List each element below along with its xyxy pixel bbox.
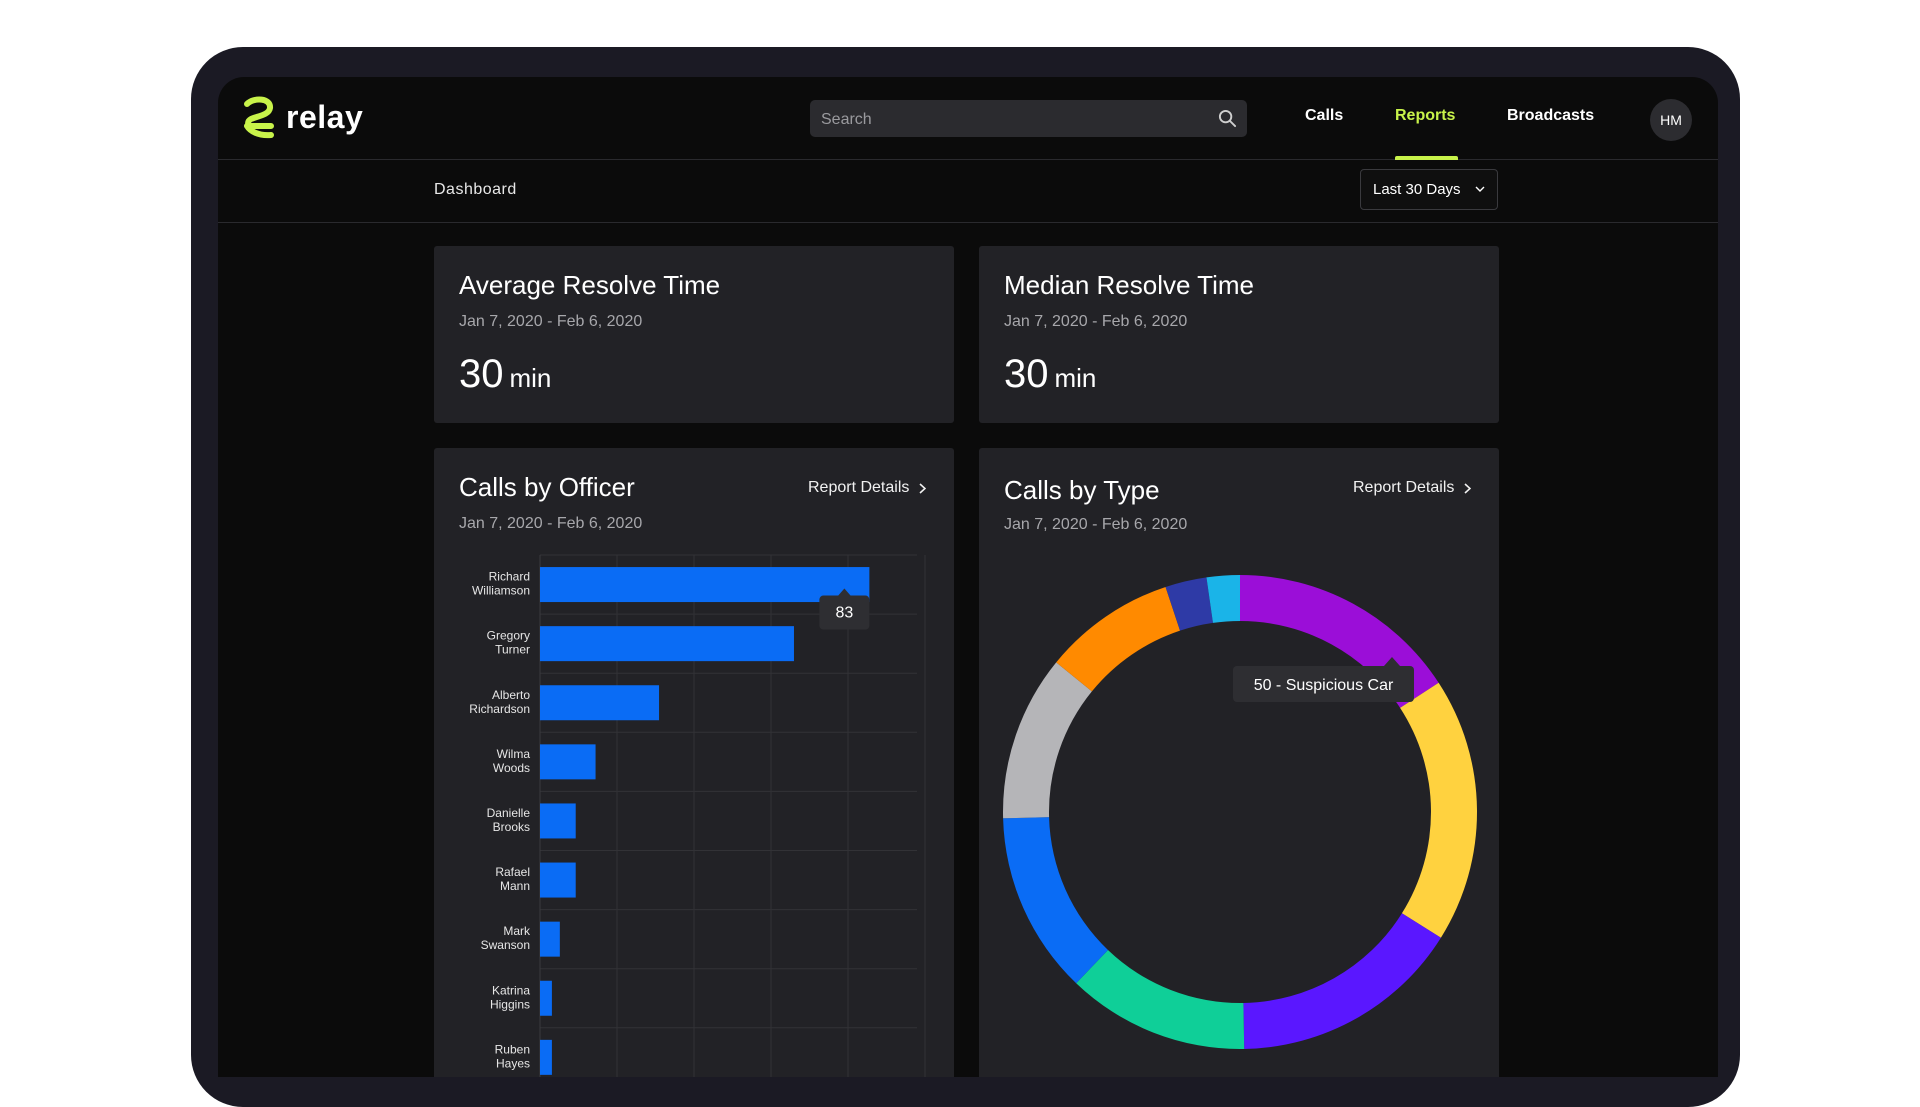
donut-slice[interactable] [1003,817,1108,984]
chevron-right-icon [919,482,927,494]
median-resolve-time-card: Median Resolve Time Jan 7, 2020 - Feb 6,… [979,246,1499,423]
metric-value: 30 min [1004,352,1096,397]
label-line: Hayes [496,1056,530,1070]
chevron-right-icon [1464,482,1472,494]
bar[interactable] [540,685,660,721]
bar[interactable] [540,1039,552,1075]
breadcrumb: Dashboard [434,181,517,198]
card-date-range: Jan 7, 2020 - Feb 6, 2020 [459,313,643,330]
card-title: Calls by Type [1004,475,1160,505]
bar[interactable] [540,862,576,898]
report-details-label: Report Details [808,479,910,496]
label-line: Ruben [495,1042,530,1056]
average-resolve-time-card: Average Resolve Time Jan 7, 2020 - Feb 6… [434,246,954,423]
donut-slice[interactable] [1076,950,1245,1049]
donut-slice[interactable] [1400,682,1477,938]
donut-slice[interactable] [1056,586,1181,692]
bar-category-label: Alberto Richardson [469,688,530,716]
tooltip-label: 50 - Suspicious Car [1254,677,1394,694]
bar[interactable] [540,744,596,780]
card-date-range: Jan 7, 2020 - Feb 6, 2020 [1004,313,1188,330]
bar-category-label: Mark Swanson [481,924,531,952]
label-line: Brooks [493,820,530,834]
label-line: Williamson [472,584,530,598]
label-line: Gregory [487,629,530,643]
bar[interactable] [540,803,576,839]
bar-category-label: Rafael Mann [495,865,530,893]
label-line: Danielle [487,806,531,820]
bar-category-label: Gregory Turner [487,629,530,657]
date-range-label: Last 30 Days [1373,181,1461,198]
label-line: Richard [489,570,530,584]
donut-slice[interactable] [1243,913,1441,1049]
metric-value: 30 min [459,352,551,397]
search-input[interactable] [810,100,1203,139]
chevron-down-icon [1475,186,1485,192]
label-line: Wilma [497,747,531,761]
label-line: Woods [493,761,530,775]
metric-number: 30 [1004,352,1049,396]
calls-by-type-card: Calls by Type Jan 7, 2020 - Feb 6, 2020 … [979,448,1499,1077]
metric-unit: min [1054,363,1097,393]
nav-reports[interactable]: Reports [1395,107,1456,124]
donut-tooltip: 50 - Suspicious Car [1233,657,1414,702]
user-avatar[interactable]: HM [1650,99,1692,141]
card-title: Median Resolve Time [1004,270,1254,300]
calls-by-type-donut-chart: 50 - Suspicious Car [1003,575,1477,1049]
bar[interactable] [540,567,870,603]
report-details-label: Report Details [1353,479,1455,496]
label-line: Turner [495,643,530,657]
label-line: Mark [503,924,531,938]
date-range-select[interactable]: Last 30 Days [1360,169,1498,210]
active-nav-indicator [1395,156,1458,160]
top-navigation: relay Calls Reports Broadcasts HM [218,77,1718,160]
bar-category-label: Wilma Woods [493,747,530,775]
tooltip-box [1233,666,1414,702]
donut-slice[interactable] [1003,662,1092,819]
label-line: Rafael [495,865,530,879]
report-details-link[interactable]: Report Details [808,479,927,497]
card-title: Average Resolve Time [459,270,721,300]
label-line: Katrina [492,983,530,997]
donut-slice[interactable] [1165,577,1213,631]
label-line: Richardson [469,702,530,716]
metric-unit: min [509,363,552,393]
card-title: Calls by Officer [459,472,635,502]
metric-number: 30 [459,352,504,396]
tooltip-arrow [837,588,852,597]
nav-broadcasts[interactable]: Broadcasts [1507,107,1595,124]
search-box [810,100,1247,139]
nav-calls[interactable]: Calls [1305,107,1344,124]
card-date-range: Jan 7, 2020 - Feb 6, 2020 [1004,516,1188,533]
bar[interactable] [540,921,560,957]
relay-logo-icon [244,96,274,139]
report-details-link[interactable]: Report Details [1353,479,1472,497]
donut-slice[interactable] [1206,575,1240,623]
label-line: Mann [500,879,530,893]
tooltip-value: 83 [835,605,853,622]
bar-category-label: Katrina Higgins [490,983,530,1011]
bar-category-label: Richard Williamson [472,570,530,598]
bar-tooltip: 83 [819,588,870,630]
bar-category-label: Danielle Brooks [487,806,531,834]
tooltip-arrow [1384,657,1400,666]
sub-navigation: Dashboard Last 30 Days [218,160,1718,223]
tooltip-box [819,595,870,630]
label-line: Swanson [481,938,530,952]
logo-text: relay [286,98,364,135]
bar[interactable] [540,626,794,662]
card-date-range: Jan 7, 2020 - Feb 6, 2020 [459,515,643,532]
bar-category-label: Ruben Hayes [495,1042,530,1070]
search-icon[interactable] [1218,109,1237,128]
label-line: Alberto [492,688,530,702]
calls-by-officer-card: Calls by Officer Jan 7, 2020 - Feb 6, 20… [434,448,954,1077]
label-line: Higgins [490,997,530,1011]
app-screen: relay Calls Reports Broadcasts HM Dashbo… [218,77,1718,1077]
logo[interactable]: relay [242,95,363,139]
bar[interactable] [540,980,552,1016]
